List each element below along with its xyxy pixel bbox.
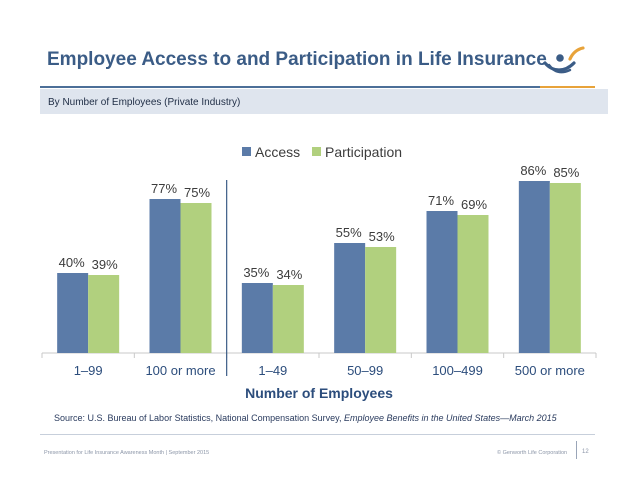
data-label: 40%	[59, 255, 85, 270]
data-label: 53%	[369, 229, 395, 244]
source-prefix: Source: U.S. Bureau of Labor Statistics,…	[54, 413, 344, 423]
legend-swatch-participation	[312, 147, 321, 156]
subtitle-bar	[40, 89, 608, 114]
data-label: 71%	[428, 193, 454, 208]
source-note: Source: U.S. Bureau of Labor Statistics,…	[54, 413, 557, 423]
bar-access	[149, 199, 181, 353]
x-tick-label: 50–99	[347, 363, 383, 378]
bar-access	[334, 243, 366, 353]
data-label: 85%	[553, 165, 579, 180]
bar-access	[57, 273, 89, 353]
legend-label-access: Access	[255, 144, 300, 160]
data-label: 86%	[520, 163, 546, 178]
data-label: 55%	[336, 225, 362, 240]
bar-participation	[88, 275, 120, 353]
footer-rule	[40, 434, 595, 435]
legend-swatch-access	[242, 147, 251, 156]
page-subtitle: By Number of Employees (Private Industry…	[48, 97, 241, 108]
bar-access	[426, 211, 458, 353]
data-label: 77%	[151, 181, 177, 196]
bar-participation	[365, 247, 397, 353]
bar-access	[241, 283, 273, 353]
x-axis-title: Number of Employees	[245, 385, 393, 401]
data-label: 34%	[276, 267, 302, 282]
x-tick-label: 1–49	[258, 363, 287, 378]
bar-participation	[457, 215, 489, 353]
bar-participation	[272, 285, 304, 353]
data-label: 75%	[184, 185, 210, 200]
legend-label-participation: Participation	[325, 144, 402, 160]
x-tick-label: 100 or more	[145, 363, 215, 378]
x-tick-label: 500 or more	[515, 363, 585, 378]
bar-access	[518, 181, 550, 353]
footer-copyright: © Genworth Life Corporation	[497, 450, 568, 456]
page-number: 12	[582, 449, 589, 455]
company-logo-icon	[543, 46, 585, 74]
bar-participation	[180, 203, 212, 353]
data-label: 39%	[92, 257, 118, 272]
footer-left: Presentation for Life Insurance Awarenes…	[44, 450, 210, 456]
x-tick-label: 100–499	[432, 363, 483, 378]
source-publication: Employee Benefits in the United States—M…	[343, 413, 557, 423]
data-label: 35%	[243, 265, 269, 280]
x-tick-label: 1–99	[74, 363, 103, 378]
header-rule-accent	[540, 86, 595, 88]
bar-participation	[549, 183, 581, 353]
data-label: 69%	[461, 197, 487, 212]
footer-separator	[576, 441, 577, 459]
header-rule	[40, 86, 595, 88]
page-title: Employee Access to and Participation in …	[47, 49, 547, 70]
